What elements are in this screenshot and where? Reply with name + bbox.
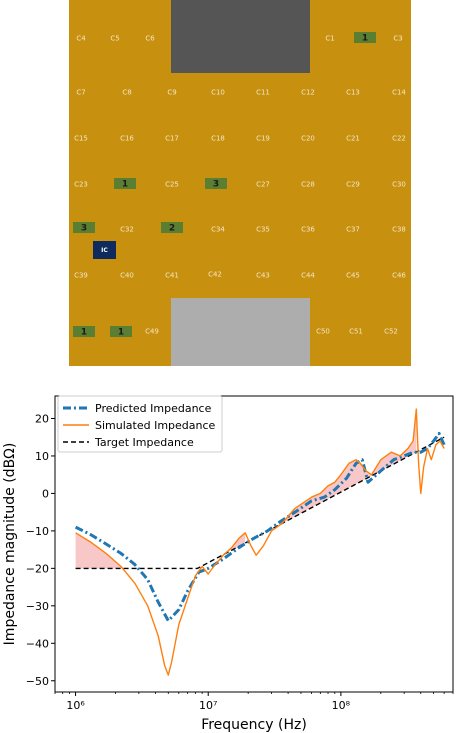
legend-label: Predicted Impedance (95, 402, 212, 415)
capacitor-label: C15 (74, 135, 88, 143)
capacitor-label: C37 (346, 226, 360, 234)
decap-count-badge (110, 326, 132, 337)
capacitor-label: C23 (74, 181, 88, 189)
decap-count-text: 2 (169, 224, 175, 234)
y-tick-label: 10 (35, 450, 49, 463)
deviation-fill (75, 532, 121, 569)
capacitor-label: C1 (325, 35, 334, 43)
capacitor-label: C5 (110, 35, 119, 43)
bottom-cutout (171, 298, 310, 366)
pcb-board-diagram: C1 C3 C4 C5 C6 C7 C8 C9 C10 C11 C12 C13 C14 C15 C16 C17… (69, 0, 411, 366)
capacitor-label: C25 (165, 181, 179, 189)
y-tick-label: −50 (26, 675, 49, 688)
y-tick-label: 20 (35, 412, 49, 425)
decap-count-badge (161, 222, 183, 233)
y-tick-label: −40 (26, 637, 49, 650)
capacitor-label: C20 (301, 135, 315, 143)
capacitor-label: C27 (256, 181, 270, 189)
capacitor-label: C42 (208, 271, 222, 279)
decap-count-text: 1 (122, 180, 128, 190)
decap-count-badge (73, 222, 95, 233)
capacitor-label: C43 (256, 272, 270, 280)
y-tick-label: −30 (26, 600, 49, 613)
ic-chip (93, 241, 116, 259)
y-tick-label: −10 (26, 525, 49, 538)
capacitor-label: C21 (346, 135, 360, 143)
capacitor-label: C38 (392, 226, 406, 234)
capacitor-label: C34 (211, 226, 225, 234)
capacitor-label: C41 (165, 272, 179, 280)
capacitor-label: C50 (316, 328, 330, 336)
capacitor-label: C7 (76, 89, 85, 97)
capacitor-label: C52 (384, 328, 398, 336)
capacitor-label: C30 (392, 181, 406, 189)
capacitor-label: C18 (211, 135, 225, 143)
x-tick-label: 10⁸ (332, 699, 351, 712)
legend-label: Target Impedance (94, 436, 194, 449)
capacitor-label: C16 (120, 135, 134, 143)
capacitor-label: C35 (256, 226, 270, 234)
capacitor-label: C32 (120, 226, 134, 234)
top-cutout (171, 0, 310, 73)
x-tick-label: 10⁶ (66, 699, 85, 712)
decap-count-badge (205, 178, 227, 189)
legend-label: Simulated Impedance (95, 419, 216, 432)
chart-legend: Predicted Impedance Simulated Impedance Ta… (57, 395, 223, 453)
capacitor-label: C12 (301, 89, 315, 97)
capacitor-label: C8 (122, 89, 131, 97)
capacitor-label: C49 (145, 328, 159, 336)
decap-count-badge (114, 178, 136, 189)
series-line (75, 408, 445, 676)
capacitor-label: C45 (346, 272, 360, 280)
decap-count-text: 3 (213, 180, 219, 190)
capacitor-label: C19 (256, 135, 270, 143)
decap-count-badge (354, 32, 376, 43)
plot-frame (54, 395, 454, 693)
capacitor-label: C14 (392, 89, 406, 97)
capacitor-label: C22 (392, 135, 406, 143)
capacitor-label: C13 (346, 89, 360, 97)
series-line (75, 436, 445, 570)
capacitor-label: C3 (393, 35, 402, 43)
x-tick-label: 10⁷ (199, 699, 217, 712)
capacitor-label: C28 (301, 181, 315, 189)
capacitor-label: C40 (120, 272, 134, 280)
decap-count-text: 1 (118, 328, 124, 338)
capacitor-label: C9 (167, 89, 176, 97)
capacitor-label: C29 (346, 181, 360, 189)
y-axis-title: Impedance magnitude (dBΩ) (2, 443, 18, 646)
capacitor-label: C17 (165, 135, 179, 143)
deviation-fill (282, 409, 417, 524)
capacitor-label: C6 (145, 35, 155, 43)
capacitor-label: C11 (256, 89, 270, 97)
capacitor-label: C51 (349, 328, 363, 336)
impedance-chart: −50 −40 −30 −20 −10 0 10 20 10⁶ 10⁷ 10⁸ Frequency… (2, 395, 454, 733)
capacitor-label: C10 (211, 89, 225, 97)
decap-count-text: 1 (81, 328, 87, 338)
y-tick-label: −20 (26, 562, 49, 575)
ic-label: IC (101, 247, 108, 254)
series-line (74, 432, 446, 623)
decap-count-text: 1 (362, 34, 368, 44)
capacitor-label: C4 (76, 35, 86, 43)
x-axis-title: Frequency (Hz) (201, 717, 307, 733)
capacitor-label: C44 (301, 272, 315, 280)
y-tick-label: 0 (42, 487, 49, 500)
capacitor-label: C39 (74, 272, 88, 280)
legend-box (57, 395, 223, 453)
capacitor-label: C46 (392, 272, 406, 280)
decap-count-text: 3 (81, 224, 87, 234)
capacitor-label: C36 (301, 226, 315, 234)
decap-count-badge (73, 326, 95, 337)
deviation-fill (231, 532, 246, 551)
